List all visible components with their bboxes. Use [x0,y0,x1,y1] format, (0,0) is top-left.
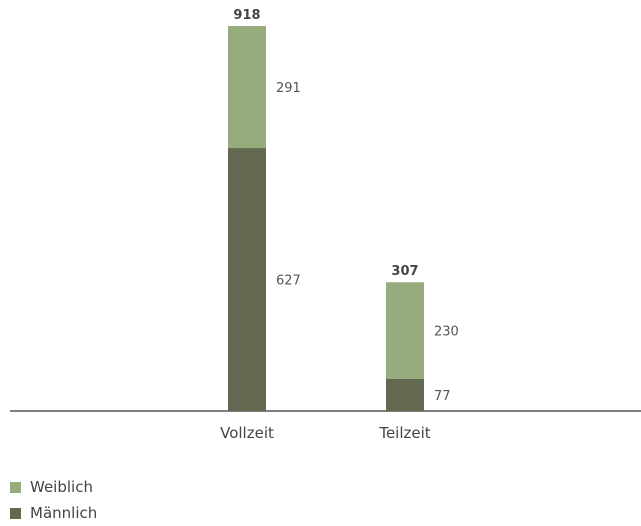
value-label-vollzeit-maennlich: 627 [276,274,301,289]
total-label-teilzeit: 307 [391,264,418,279]
category-label-vollzeit: Vollzeit [220,424,274,442]
legend-swatch-maennlich [10,507,21,519]
total-label-vollzeit: 918 [233,8,260,23]
bar-segment-vollzeit-weiblich [228,25,266,149]
value-label-vollzeit-weiblich: 291 [276,81,301,96]
legend-label-weiblich: Weiblich [30,478,93,496]
bar-segment-vollzeit-maennlich [228,148,266,411]
legend-swatch-weiblich [10,481,21,493]
category-label-teilzeit: Teilzeit [378,424,430,442]
stacked-bar-chart: 627 291 918 Vollzeit 77 230 307 Teilzeit [10,8,641,442]
value-label-teilzeit-maennlich: 77 [434,389,451,404]
legend: Weiblich Männlich [10,474,97,526]
legend-label-maennlich: Männlich [30,504,98,522]
value-label-teilzeit-weiblich: 230 [434,324,459,339]
bar-segment-teilzeit-weiblich [386,282,424,379]
legend-item-maennlich: Männlich [10,500,97,526]
bar-segment-teilzeit-maennlich [386,378,424,411]
legend-item-weiblich: Weiblich [10,474,97,500]
